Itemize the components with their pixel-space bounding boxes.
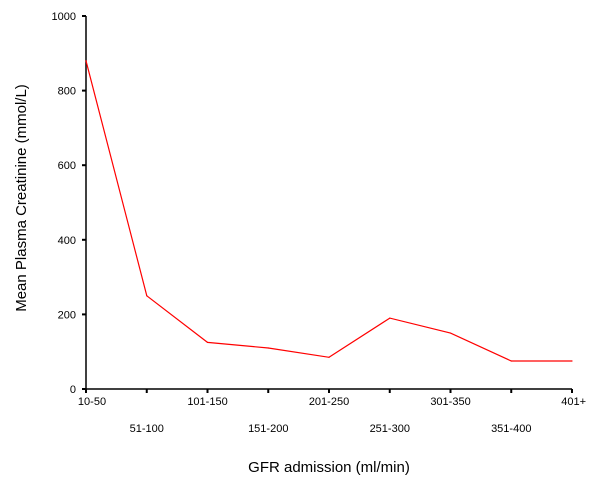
y-tick-label: 600 — [58, 160, 76, 172]
data-point — [510, 360, 512, 362]
x-tick-label: 301-350 — [430, 396, 470, 408]
x-tick-label: 201-250 — [309, 396, 349, 408]
series-line — [85, 60, 572, 362]
x-tick-label: 401+ — [561, 396, 586, 408]
x-tick-label: 101-150 — [187, 396, 227, 408]
data-point — [85, 60, 87, 62]
y-tick-label: 0 — [70, 384, 76, 396]
x-axis-title: GFR admission (ml/min) — [248, 459, 410, 476]
x-tick-label: 251-300 — [370, 423, 410, 435]
y-tick-label: 400 — [58, 235, 76, 247]
x-tick-label: 351-400 — [491, 423, 531, 435]
data-point — [206, 341, 209, 343]
y-axis: 0 200 400 600 800 1000 — [52, 11, 87, 396]
x-tick-label: 151-200 — [248, 423, 288, 435]
y-tick-label: 800 — [58, 86, 76, 98]
x-tick-label: 10-50 — [78, 396, 106, 408]
data-point — [389, 317, 391, 319]
data-point — [328, 356, 330, 358]
x-tick-label: 51-100 — [130, 423, 164, 435]
data-point — [267, 347, 269, 349]
data-point — [449, 332, 452, 334]
y-axis-title: Mean Plasma Creatinine (mmol/L) — [13, 84, 30, 312]
y-tick-label: 200 — [58, 309, 76, 321]
data-point — [146, 295, 148, 297]
y-tick-label: 1000 — [52, 11, 76, 23]
series-layer — [85, 60, 573, 362]
data-point — [571, 360, 573, 362]
x-axis: 10-50 51-100 101-150 151-200 201-250 251-300 3… — [78, 388, 586, 435]
